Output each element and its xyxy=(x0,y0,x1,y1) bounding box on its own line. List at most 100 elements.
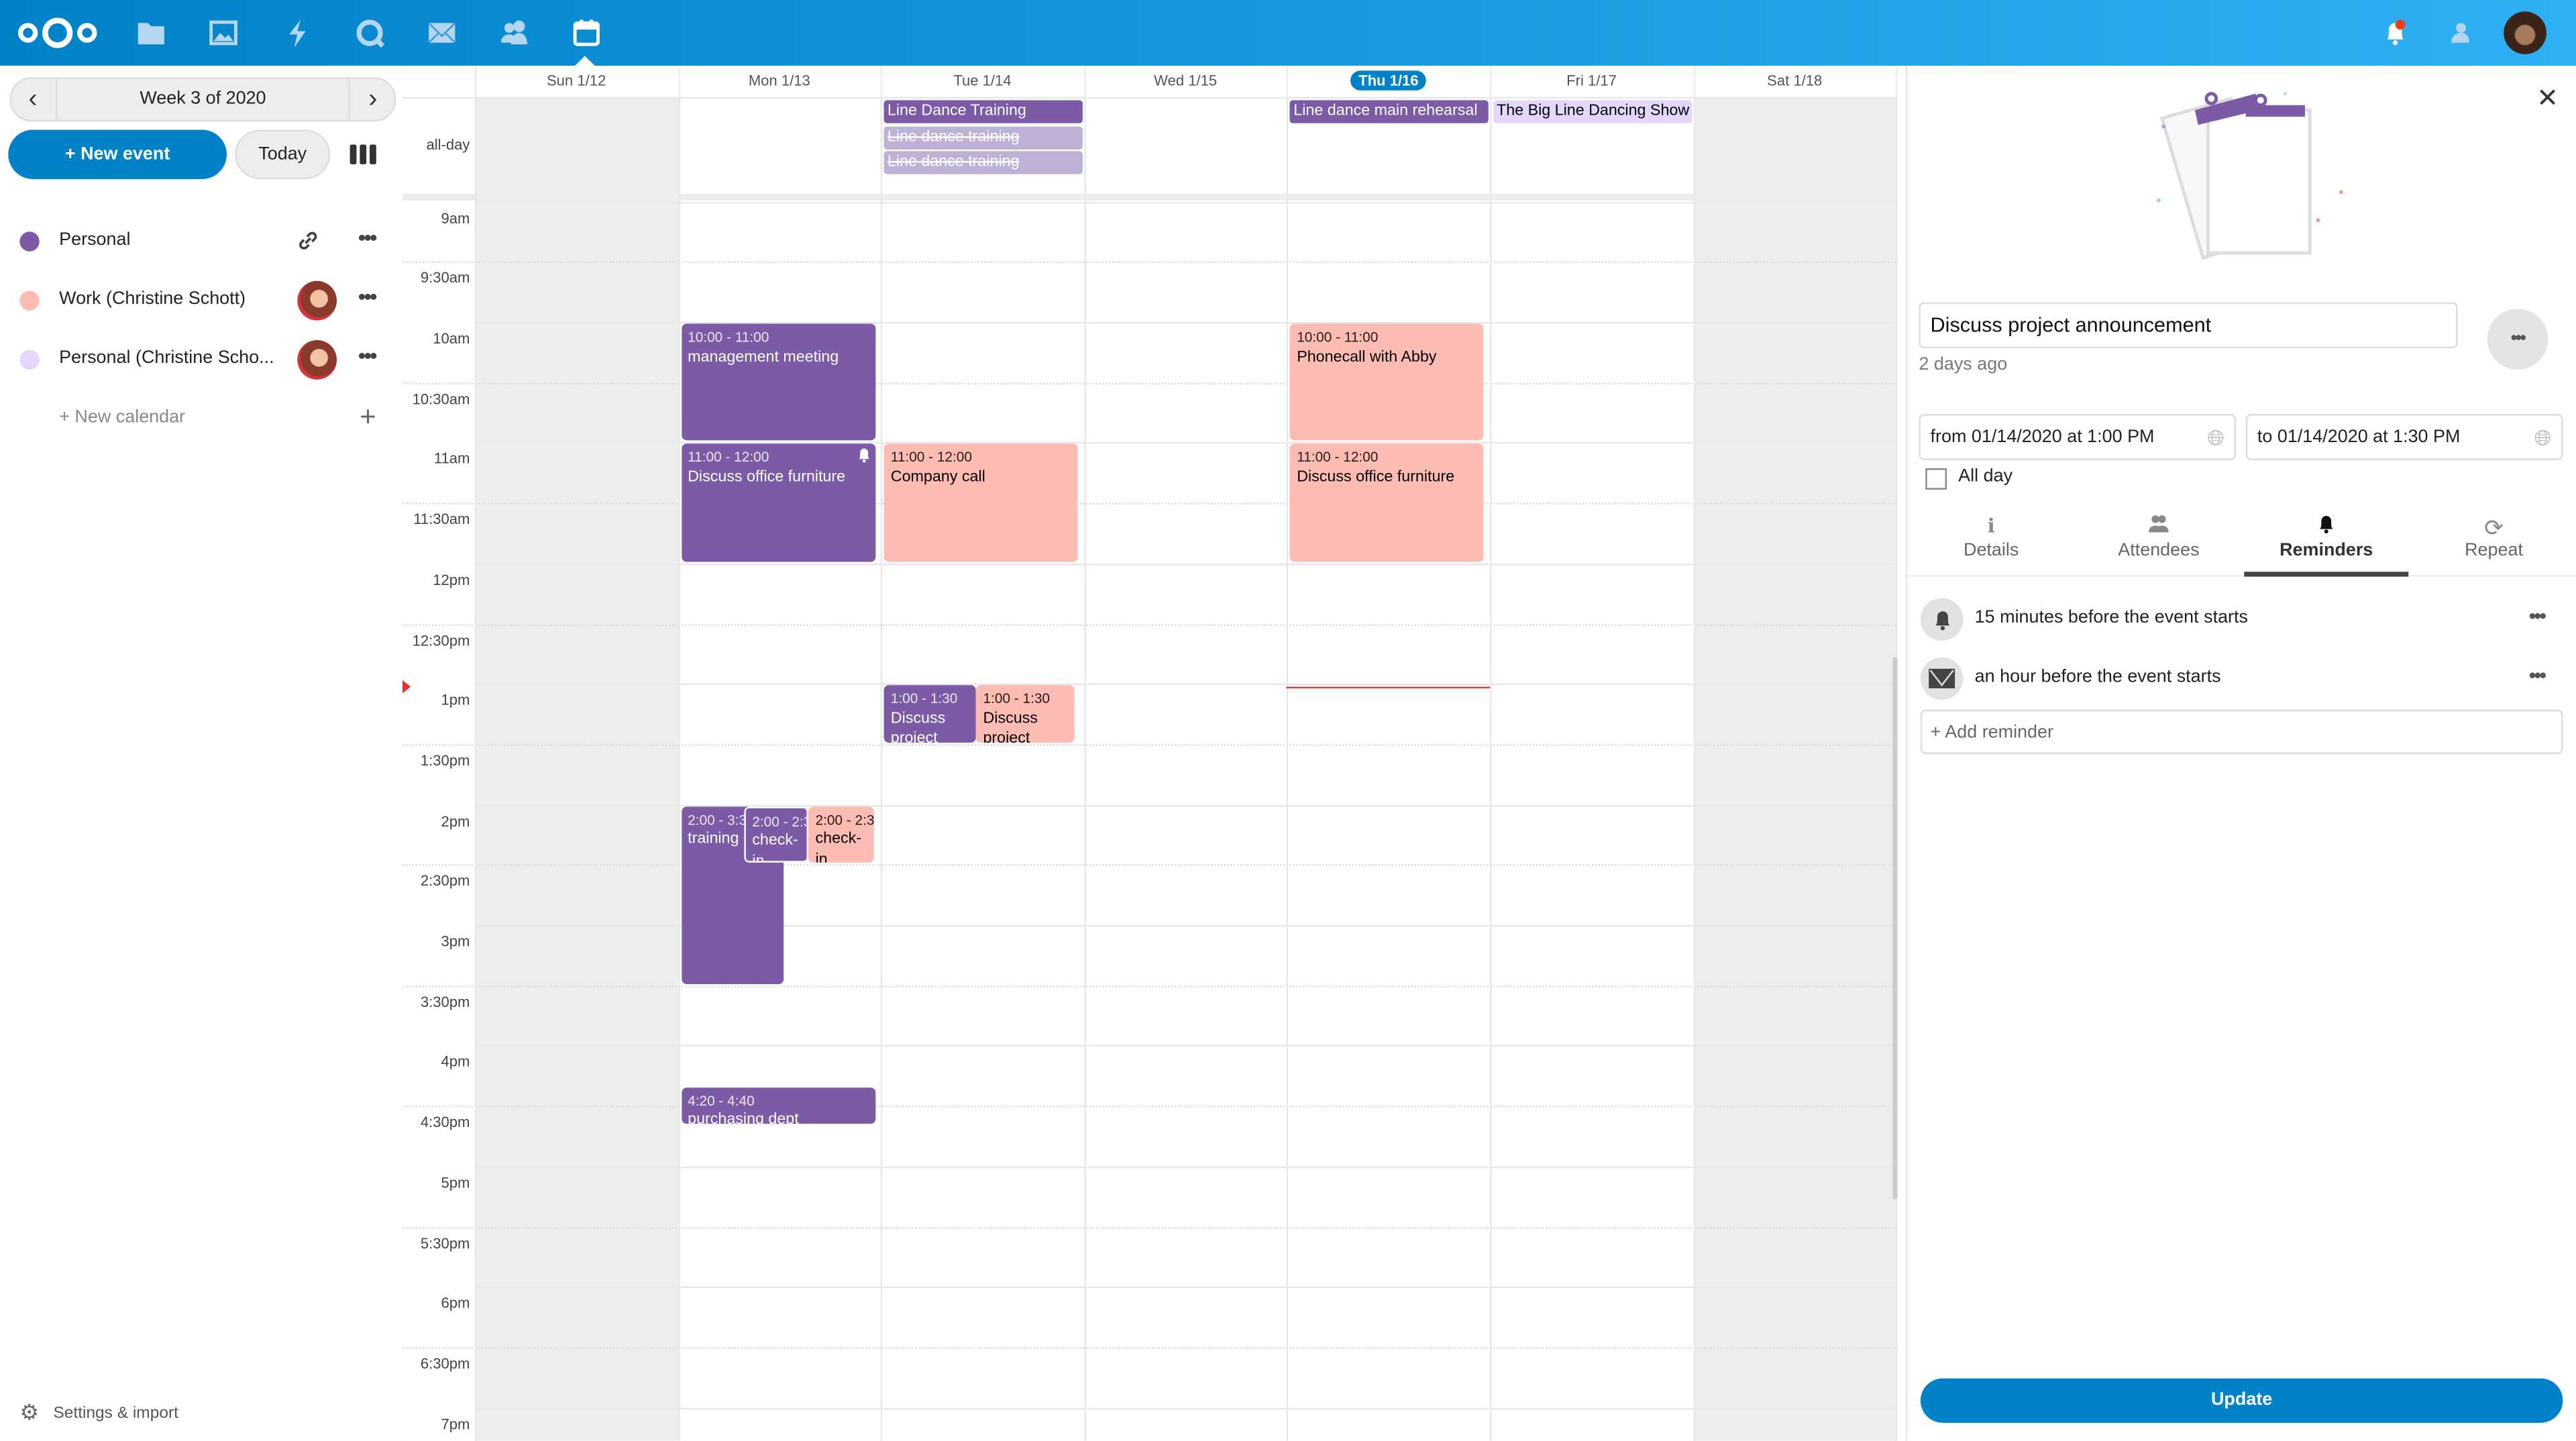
new-calendar-row[interactable]: + New calendar + xyxy=(0,394,402,443)
event-actions-button[interactable]: ••• xyxy=(2487,309,2548,370)
grid-line xyxy=(474,1166,1896,1168)
day-header[interactable]: Thu 1/16 xyxy=(1287,65,1492,97)
owner-avatar xyxy=(297,339,337,380)
calendar-color-dot[interactable] xyxy=(19,231,40,252)
day-header[interactable]: Tue 1/14 xyxy=(881,65,1086,97)
notifications-icon[interactable] xyxy=(2381,18,2410,48)
active-app-indicator xyxy=(575,56,595,66)
nextcloud-logo[interactable] xyxy=(16,15,98,51)
allday-event[interactable]: Line dance main rehearsal xyxy=(1290,100,1489,123)
day-header-label: Mon 1/13 xyxy=(748,72,810,89)
timezone-globe-icon[interactable]: 🌐︎ xyxy=(2534,425,2552,451)
previous-week-button[interactable]: ‹ xyxy=(28,85,38,113)
event-title: Discuss office furniture xyxy=(1297,468,1455,486)
end-datetime-input[interactable]: to 01/14/2020 at 1:30 PM 🌐︎ xyxy=(2245,414,2563,460)
grid-line xyxy=(402,744,1896,746)
event-title-input[interactable]: Discuss project announcement xyxy=(1919,302,2458,349)
grid-line xyxy=(402,502,1896,505)
week-label[interactable]: Week 3 of 2020 xyxy=(56,78,350,120)
calendar-event[interactable]: 2:00 - 2:30check-in xyxy=(744,806,809,863)
allday-event[interactable]: Line dance training xyxy=(884,151,1083,174)
activity-icon[interactable] xyxy=(282,18,312,48)
allday-event[interactable]: The Big Line Dancing Show xyxy=(1493,100,1692,123)
calendar-event[interactable]: 2:00 - 2:30check-in xyxy=(808,806,874,863)
photos-icon[interactable] xyxy=(209,18,238,48)
grid-line xyxy=(402,1346,1896,1349)
today-button[interactable]: Today xyxy=(235,129,331,179)
calendar-event[interactable]: 2:00 - 3:30 training xyxy=(681,806,784,984)
calendar-actions-icon[interactable]: ••• xyxy=(358,343,377,368)
new-calendar-link[interactable]: + New calendar xyxy=(59,407,186,427)
contacts-icon[interactable] xyxy=(499,18,529,48)
calendar-event[interactable]: 11:00 - 12:00 Company call xyxy=(884,444,1078,562)
update-button[interactable]: Update xyxy=(1920,1378,2563,1423)
day-header[interactable]: Sun 1/12 xyxy=(475,65,680,97)
share-link-icon[interactable] xyxy=(297,230,319,256)
calendar-actions-icon[interactable]: ••• xyxy=(358,284,377,309)
calendar-color-dot[interactable] xyxy=(19,350,40,370)
reminder-item[interactable]: an hour before the event starts ••• xyxy=(1920,655,2565,702)
calendar-event[interactable]: 1:00 - 1:30 Discuss project announcement xyxy=(884,685,977,743)
tab-details[interactable]: i Details xyxy=(1909,515,2074,561)
grid-line xyxy=(474,442,1896,445)
calendar-event[interactable]: 11:00 - 12:00 Discuss office furniture xyxy=(1290,444,1485,562)
calendar-item-personal[interactable]: Personal ••• xyxy=(0,217,402,266)
event-title: Discuss office furniture xyxy=(688,468,846,486)
user-avatar[interactable] xyxy=(2504,11,2546,54)
reminder-actions-icon[interactable]: ••• xyxy=(2528,604,2546,628)
day-header[interactable]: Sat 1/18 xyxy=(1693,65,1898,97)
time-label: 12:30pm xyxy=(412,631,470,649)
calendar-item-work[interactable]: Work (Christine Schott) ••• xyxy=(0,276,402,325)
add-reminder-input[interactable]: + Add reminder xyxy=(1920,709,2563,755)
next-week-button[interactable]: › xyxy=(368,85,378,113)
owner-avatar xyxy=(297,280,337,321)
column-divider xyxy=(1490,65,1492,1441)
grid-line xyxy=(402,985,1896,988)
close-icon[interactable]: ✕ xyxy=(2536,85,2559,113)
attendees-icon xyxy=(2077,515,2241,541)
active-tab-indicator xyxy=(2244,572,2409,577)
calendar-event[interactable]: 11:00 - 12:00 Discuss office furniture xyxy=(681,444,875,562)
new-event-button[interactable]: + New event xyxy=(8,129,227,179)
talk-icon[interactable] xyxy=(355,18,385,48)
calendar-event[interactable]: 10:00 - 11:00 Phonecall with Abby xyxy=(1290,323,1485,441)
time-label: 2:30pm xyxy=(420,873,470,890)
allday-event[interactable]: Line Dance Training xyxy=(884,100,1083,123)
tab-reminders[interactable]: Reminders xyxy=(2244,515,2408,560)
calendar-event[interactable]: 10:00 - 11:00 management meeting xyxy=(681,323,875,441)
reminder-item[interactable]: 15 minutes before the event starts ••• xyxy=(1920,596,2565,643)
calendar-icon[interactable] xyxy=(572,18,601,48)
grid-line xyxy=(402,864,1896,867)
timezone-globe-icon[interactable]: 🌐︎ xyxy=(2207,425,2224,451)
scrollbar[interactable] xyxy=(1892,657,1898,1199)
calendar-item-personal-shared[interactable]: Personal (Christine Scho... ••• xyxy=(0,335,402,384)
event-title: check-in xyxy=(815,829,862,863)
reminder-actions-icon[interactable]: ••• xyxy=(2528,663,2546,687)
mail-icon[interactable] xyxy=(427,18,457,48)
files-icon[interactable] xyxy=(136,18,166,48)
day-header[interactable]: Wed 1/15 xyxy=(1084,65,1289,97)
calendar-event[interactable]: 1:00 - 1:30 Discuss project xyxy=(976,685,1075,743)
calendar-actions-icon[interactable]: ••• xyxy=(358,225,377,250)
time-label: 4pm xyxy=(441,1053,470,1071)
tab-repeat[interactable]: ⟳ Repeat xyxy=(2412,515,2576,561)
day-header[interactable]: Mon 1/13 xyxy=(678,65,883,97)
time-label: 9am xyxy=(441,209,470,226)
all-day-label: All day xyxy=(1958,466,2013,486)
current-time-line xyxy=(1287,687,1491,689)
column-divider xyxy=(678,65,680,1441)
view-switcher-icon[interactable] xyxy=(350,144,376,164)
allday-event[interactable]: Line dance training xyxy=(884,125,1083,149)
plus-icon[interactable]: + xyxy=(360,401,376,433)
contacts-menu-icon[interactable] xyxy=(2445,18,2474,48)
day-header[interactable]: Fri 1/17 xyxy=(1490,65,1695,97)
column-divider xyxy=(1287,65,1289,1441)
reminder-bell-icon xyxy=(857,447,870,472)
start-datetime-input[interactable]: from 01/14/2020 at 1:00 PM 🌐︎ xyxy=(1919,414,2237,460)
all-day-checkbox[interactable] xyxy=(1925,468,1947,490)
calendar-event[interactable]: 4:20 - 4:40 purchasing dept xyxy=(681,1087,875,1124)
settings-button[interactable]: ⚙ Settings & import xyxy=(19,1400,178,1426)
grid-line xyxy=(474,684,1896,686)
calendar-color-dot[interactable] xyxy=(19,290,40,311)
tab-attendees[interactable]: Attendees xyxy=(2077,515,2241,560)
